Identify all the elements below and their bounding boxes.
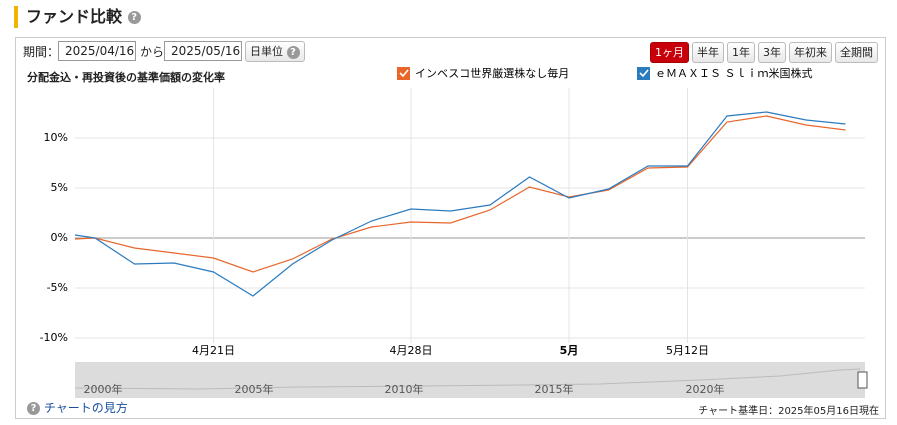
- range-button[interactable]: 半年: [692, 42, 724, 63]
- x-tick-label: 4月21日: [192, 344, 235, 357]
- help-text: チャートの見方: [43, 401, 128, 415]
- x-tick-label: 4月28日: [390, 344, 433, 357]
- legend-label: ｅＭＡＸＩＳ Ｓｌｉｍ米国株式: [655, 66, 813, 80]
- chart-title: 分配金込・再投資後の基準価額の変化率: [27, 71, 225, 84]
- navigator-label: 2020年: [686, 382, 725, 396]
- range-button[interactable]: 3年: [758, 42, 786, 63]
- period-label: 期間：: [23, 45, 60, 59]
- navigator-label: 2000年: [84, 382, 123, 396]
- navigator: [75, 362, 865, 398]
- help-icon[interactable]: ?: [286, 45, 300, 59]
- to-input[interactable]: 2025/05/16: [164, 41, 242, 61]
- title-text: ファンド比較: [26, 7, 123, 26]
- help-icon[interactable]: ?: [127, 11, 141, 24]
- y-tick-label: -10%: [40, 331, 68, 344]
- y-tick-label: 10%: [44, 131, 68, 144]
- unit-button[interactable]: 日単位 ?: [245, 41, 305, 62]
- navigator-label: 2005年: [235, 382, 274, 396]
- x-tick-label: 5月12日: [666, 344, 709, 357]
- y-tick-label: 0%: [51, 231, 68, 244]
- series-line: [74, 111, 846, 297]
- as-of: チャート基準日：2025年05月16日現在: [698, 406, 879, 417]
- navigator-handle[interactable]: [857, 371, 868, 389]
- x-tick-label: 5月: [560, 344, 579, 357]
- navigator-label: 2015年: [535, 382, 574, 396]
- series-line: [74, 115, 846, 273]
- from-sep: から: [140, 45, 165, 59]
- unit-text: 日単位: [250, 45, 283, 58]
- navigator-label: 2010年: [385, 382, 424, 396]
- legend-label: インベスコ世界厳選株なし毎月: [415, 66, 569, 80]
- legend-swatch: [637, 67, 650, 80]
- help-link[interactable]: ? チャートの見方: [27, 399, 128, 416]
- legend-check: [399, 69, 409, 78]
- y-tick-label: -5%: [47, 281, 68, 294]
- help-icon: ?: [27, 402, 40, 415]
- range-button[interactable]: 全期間: [835, 42, 878, 63]
- range-buttons: 1ヶ月 半年 1年 3年 年初来 全期間: [650, 42, 878, 63]
- y-tick-label: 5%: [51, 181, 68, 194]
- range-button[interactable]: 年初来: [789, 42, 832, 63]
- legend-check: [639, 69, 649, 78]
- range-button[interactable]: 1年: [727, 42, 755, 63]
- page-title: ファンド比較 ?: [14, 6, 141, 28]
- legend-swatch: [397, 67, 410, 80]
- navigator-sparkline: [74, 368, 861, 390]
- range-button[interactable]: 1ヶ月: [650, 42, 689, 63]
- from-input[interactable]: 2025/04/16: [58, 41, 136, 61]
- panel: [15, 37, 886, 419]
